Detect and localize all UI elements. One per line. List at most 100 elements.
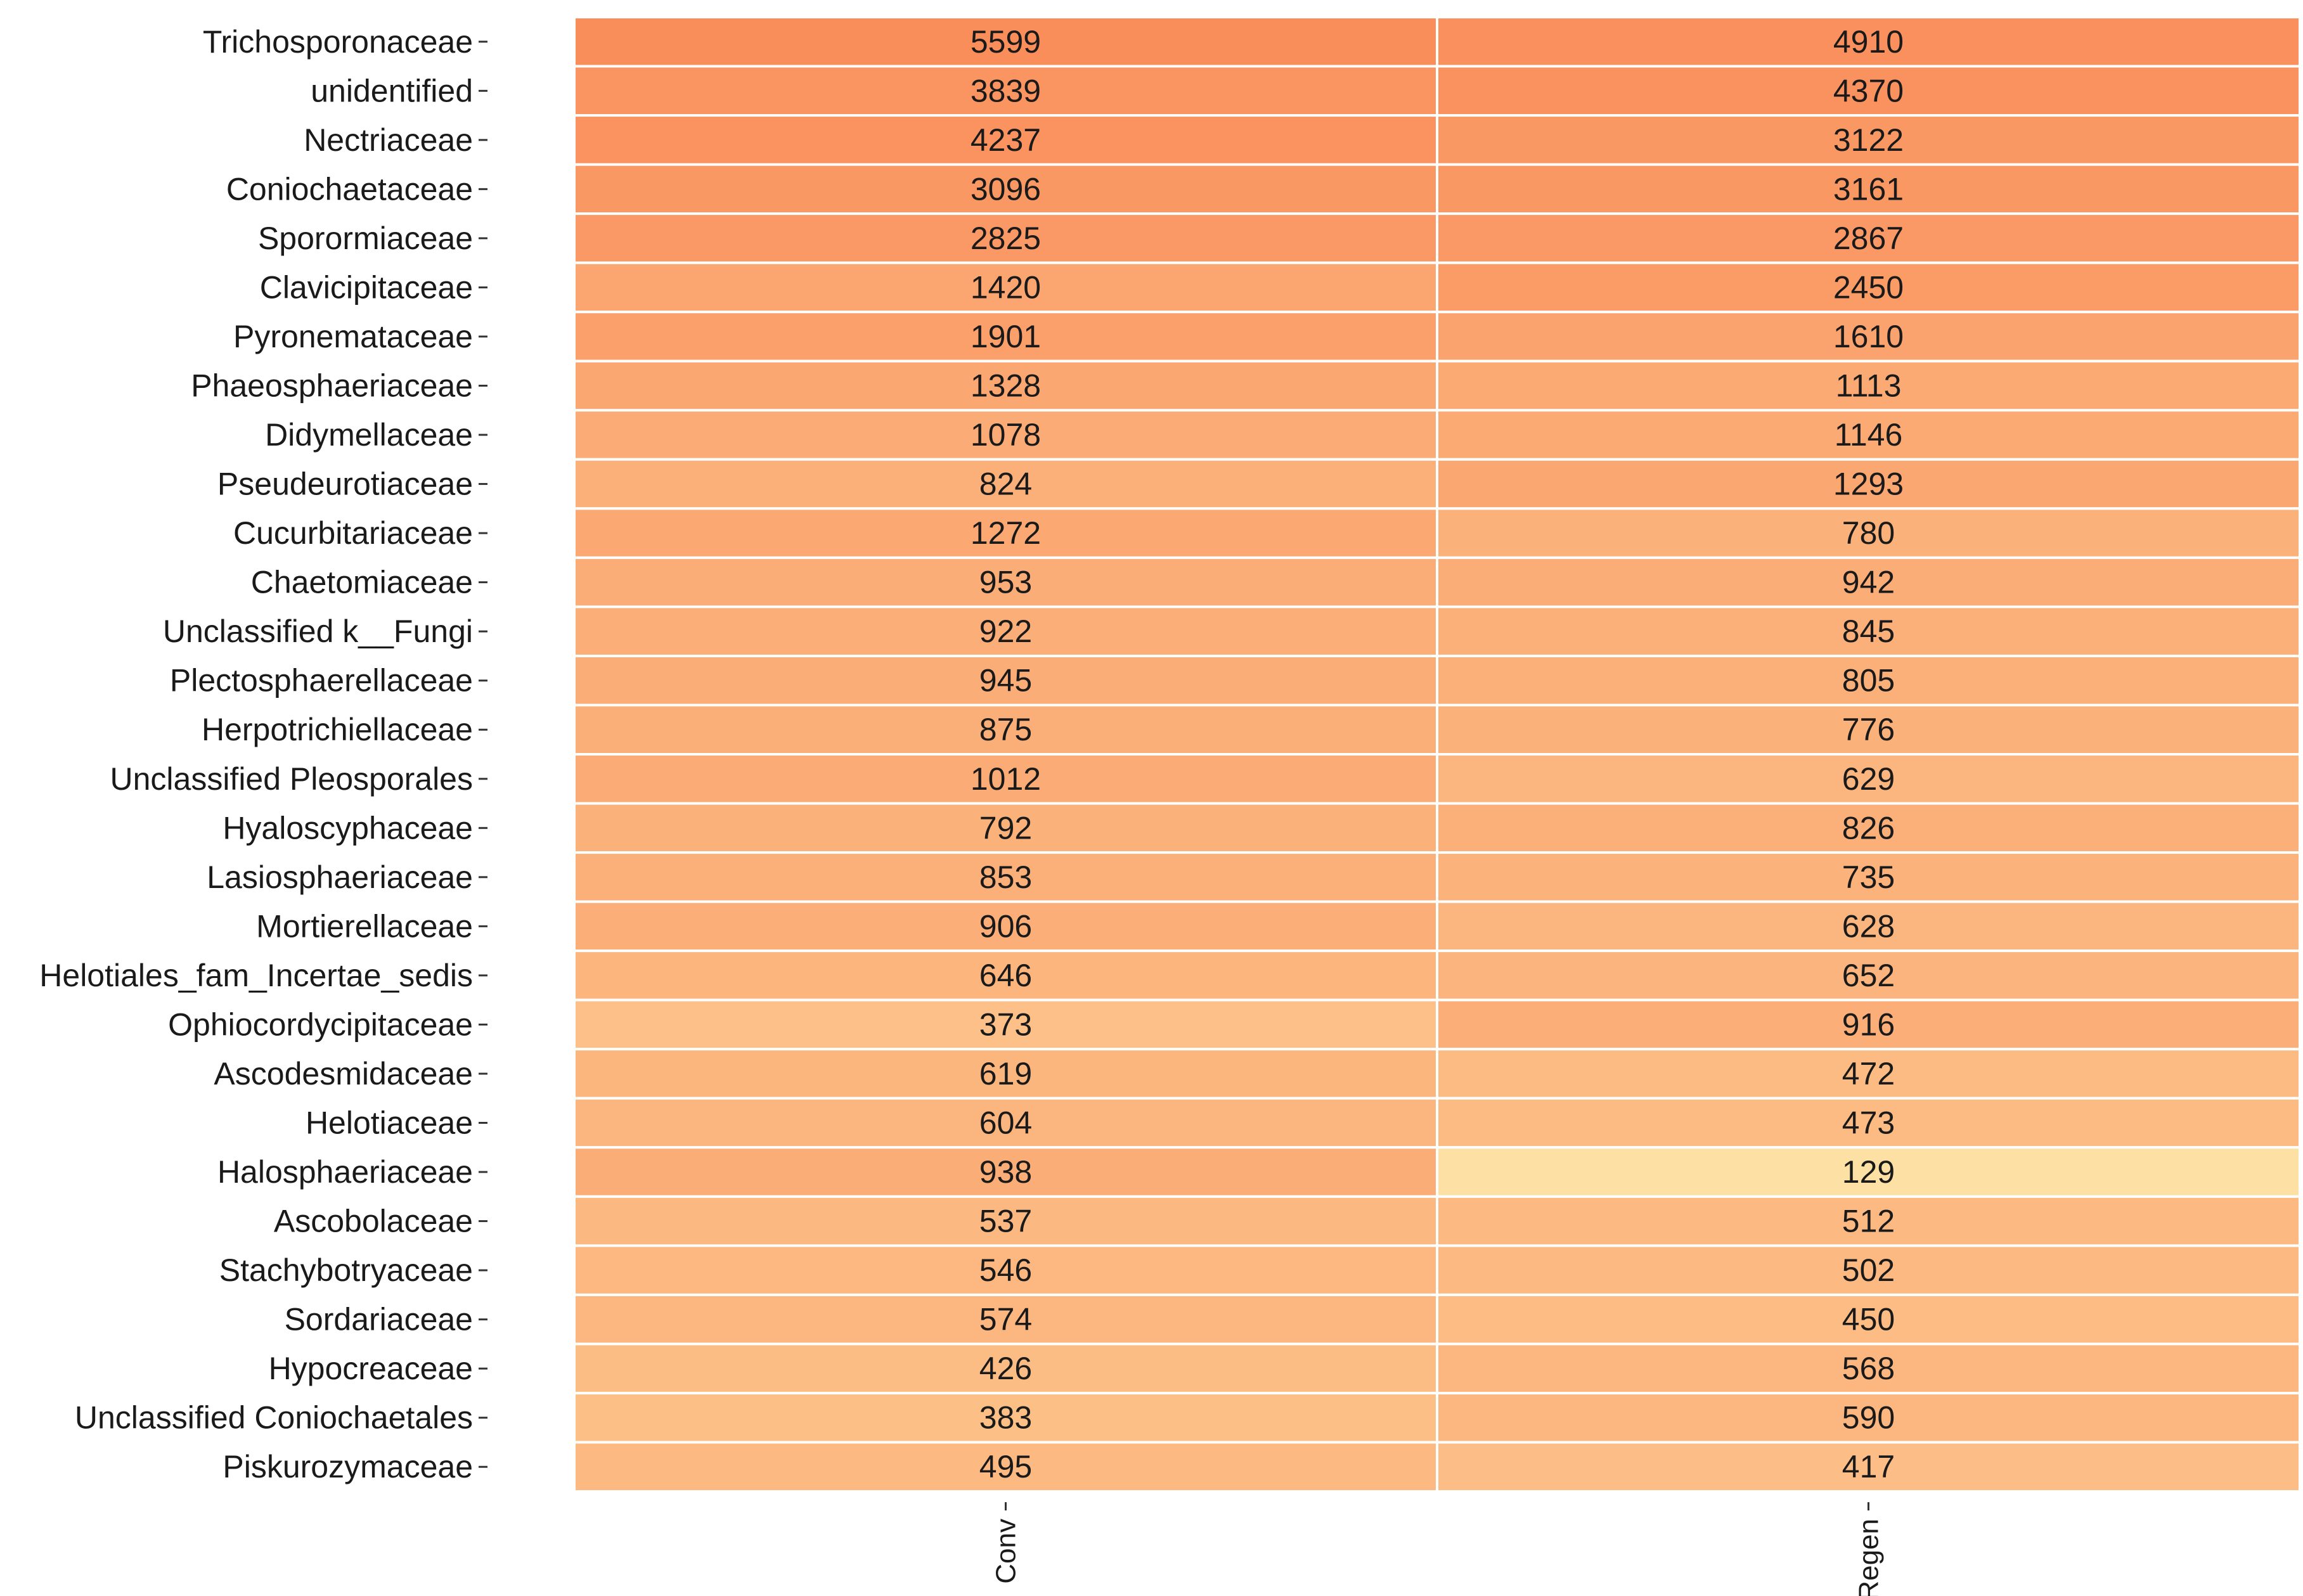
cell-value-label: 568 — [1842, 1351, 1895, 1386]
cell-value-label: 1113 — [1836, 368, 1902, 404]
heatmap-cell — [573, 900, 1438, 953]
heatmap-cell — [573, 556, 1438, 608]
cell-value-label: 426 — [979, 1351, 1032, 1386]
row-tick-label: Phaeosphaeriaceae — [191, 368, 473, 404]
row-tick-label: Helotiales_fam_Incertae_sedis — [39, 958, 473, 993]
cell-value-label: 826 — [1842, 810, 1895, 846]
heatmap-cell — [573, 1195, 1438, 1247]
heatmap-cell — [1436, 1342, 2301, 1394]
cell-value-label: 590 — [1842, 1400, 1895, 1436]
heatmap-cell — [1436, 605, 2301, 657]
cell-value-label: 383 — [979, 1400, 1032, 1436]
row-tick-label: Hyaloscyphaceae — [223, 810, 473, 846]
heatmap-cell — [1436, 212, 2301, 264]
cell-value-label: 1272 — [971, 515, 1041, 551]
heatmap-cell — [573, 409, 1438, 461]
heatmap-cell — [1436, 704, 2301, 756]
cell-value-label: 546 — [979, 1252, 1032, 1288]
cell-value-label: 3161 — [1833, 171, 1904, 207]
heatmap-cell — [573, 1293, 1438, 1346]
heatmap-cell — [1436, 851, 2301, 903]
row-tick-label: Hypocreaceae — [269, 1351, 473, 1386]
cell-value-label: 922 — [979, 614, 1032, 649]
cell-value-label: 1610 — [1833, 319, 1904, 354]
heatmap-cell — [573, 654, 1438, 707]
heatmap-cell — [573, 1097, 1438, 1149]
cell-value-label: 574 — [979, 1302, 1032, 1337]
cell-value-label: 735 — [1842, 859, 1895, 895]
row-tick-label: Pyronemataceae — [233, 319, 473, 354]
row-tick-label: Ascobolaceae — [274, 1204, 473, 1239]
heatmap-cell — [1436, 998, 2301, 1051]
row-tick-label: Ophiocordycipitaceae — [168, 1007, 473, 1042]
heatmap-cell — [1436, 1293, 2301, 1346]
heatmap-cell — [1436, 16, 2301, 68]
row-tick-label: Nectriaceae — [304, 122, 473, 158]
heatmap-cell — [1436, 1441, 2301, 1493]
row-tick-label: Trichosporonaceae — [203, 24, 473, 60]
column-labels: Conv Regen — [991, 1502, 1885, 1596]
heatmap-cell — [1436, 556, 2301, 608]
cell-value-label: 780 — [1842, 515, 1895, 551]
cell-value-label: 1328 — [971, 368, 1041, 404]
row-tick-label: Cucurbitariaceae — [233, 515, 473, 551]
heatmap-cell-labels: 5599 4910 3839 4370 4237 3122 3096 3161 2825 2867… — [971, 24, 1904, 1484]
row-labels: Trichosporonaceae unidentified Nectriaceae… — [39, 24, 487, 1484]
heatmap-cell — [1436, 654, 2301, 707]
heatmap-cell — [573, 507, 1438, 559]
cell-value-label: 619 — [979, 1056, 1032, 1091]
cell-value-label: 953 — [979, 565, 1032, 600]
cell-value-label: 629 — [1842, 761, 1895, 797]
heatmap-cell — [573, 1441, 1438, 1493]
row-tick-label: Didymellaceae — [265, 417, 473, 453]
cell-value-label: 417 — [1842, 1449, 1895, 1484]
row-tick-label: Chaetomiaceae — [251, 565, 473, 600]
heatmap-cell — [1436, 1146, 2301, 1198]
cell-value-label: 1078 — [971, 417, 1041, 453]
heatmap-cell — [573, 1244, 1438, 1296]
cell-value-label: 3096 — [971, 171, 1041, 207]
cell-value-label: 450 — [1842, 1302, 1895, 1337]
row-tick-label: Pseudeurotiaceae — [217, 467, 473, 502]
cell-value-label: 1420 — [971, 269, 1041, 305]
row-tick-label: unidentified — [311, 73, 473, 108]
heatmap-cell — [573, 1146, 1438, 1198]
cell-value-label: 916 — [1842, 1007, 1895, 1042]
heatmap-cell — [1436, 114, 2301, 166]
cell-value-label: 5599 — [971, 24, 1041, 60]
cell-value-label: 3122 — [1833, 122, 1904, 158]
heatmap-cell — [573, 753, 1438, 805]
row-tick-label: Mortierellaceae — [256, 908, 473, 944]
heatmap-cell — [1436, 359, 2301, 412]
heatmap-cells — [573, 16, 2301, 1493]
heatmap-cell — [1436, 163, 2301, 216]
cell-value-label: 537 — [979, 1204, 1032, 1239]
cell-value-label: 1293 — [1833, 467, 1904, 502]
cell-value-label: 2825 — [971, 221, 1041, 256]
row-tick-label: Unclassified k__Fungi — [163, 614, 473, 649]
cell-value-label: 805 — [1842, 663, 1895, 698]
column-tick-label: Conv — [991, 1519, 1022, 1584]
cell-value-label: 2450 — [1833, 269, 1904, 305]
cell-value-label: 512 — [1842, 1204, 1895, 1239]
cell-value-label: 845 — [1842, 614, 1895, 649]
cell-value-label: 906 — [979, 908, 1032, 944]
row-tick-label: Piskurozymaceae — [223, 1449, 473, 1484]
cell-value-label: 472 — [1842, 1056, 1895, 1091]
heatmap-cell — [1436, 311, 2301, 363]
heatmap-cell — [1436, 1097, 2301, 1149]
heatmap-cell — [1436, 1195, 2301, 1247]
heatmap-cell — [573, 704, 1438, 756]
row-tick-label: Lasiosphaeriaceae — [207, 859, 473, 895]
cell-value-label: 373 — [979, 1007, 1032, 1042]
cell-value-label: 1146 — [1835, 417, 1903, 453]
cell-value-label: 604 — [979, 1105, 1032, 1141]
heatmap-cell — [573, 458, 1438, 510]
row-tick-label: Halosphaeriaceae — [217, 1154, 473, 1190]
cell-value-label: 502 — [1842, 1252, 1895, 1288]
heatmap-cell — [573, 16, 1438, 68]
cell-value-label: 473 — [1842, 1105, 1895, 1141]
row-tick-label: Ascodesmidaceae — [214, 1056, 473, 1091]
cell-value-label: 4910 — [1833, 24, 1904, 60]
